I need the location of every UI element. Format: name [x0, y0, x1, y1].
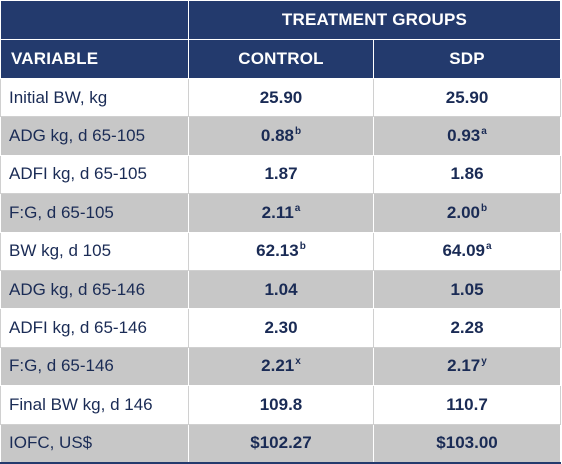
column-header-row: VARIABLE CONTROL SDP [0, 39, 562, 79]
sdp-significance-letter: y [481, 356, 487, 368]
variable-cell: F:G, d 65-105 [0, 193, 189, 233]
table-row: F:G, d 65-146 2.21x 2.17y [0, 346, 562, 387]
variable-cell: ADG kg, d 65-105 [0, 116, 189, 156]
sdp-value-cell: 0.93a [372, 116, 562, 156]
variable-cell: BW kg, d 105 [0, 231, 189, 271]
control-value: 62.13 [256, 241, 299, 261]
sdp-value-cell: 1.86 [372, 154, 562, 195]
table-row: Final BW kg, d 146 109.8 110.7 [0, 385, 562, 425]
table-row: ADFI kg, d 65-105 1.87 1.86 [0, 154, 562, 195]
sdp-value: 0.93 [447, 126, 481, 146]
control-value-cell: 1.04 [188, 269, 374, 310]
control-significance-letter: b [299, 241, 306, 253]
control-value: 0.88 [260, 126, 294, 146]
table-row: Initial BW, kg 25.90 25.90 [0, 77, 562, 118]
sdp-significance-letter: a [486, 241, 492, 253]
sdp-value-cell: 2.00b [372, 193, 562, 233]
variable-cell: Final BW kg, d 146 [0, 385, 189, 425]
sdp-value: 1.05 [450, 279, 484, 299]
control-value-cell: 1.87 [188, 154, 374, 195]
control-value-cell: 2.11a [188, 193, 374, 233]
sdp-value-cell: 2.17y [372, 346, 562, 387]
variable-cell: ADFI kg, d 65-146 [0, 308, 189, 348]
sdp-value-cell: 1.05 [372, 269, 562, 310]
sdp-value: $103.00 [436, 433, 498, 453]
control-significance-letter: a [294, 202, 301, 214]
sdp-significance-letter: b [481, 202, 488, 214]
table-header: TREATMENT GROUPS VARIABLE CONTROL SDP [0, 0, 562, 79]
control-significance-letter: x [295, 356, 301, 368]
variable-cell: IOFC, US$ [0, 423, 189, 464]
sdp-significance-letter: a [481, 126, 487, 138]
sdp-value: 2.00 [446, 202, 480, 222]
control-value: 25.90 [259, 87, 303, 107]
sdp-value-cell: $103.00 [372, 423, 562, 464]
control-value: 2.11 [261, 202, 294, 222]
control-value-cell: 25.90 [188, 77, 374, 118]
control-value: 1.04 [264, 279, 298, 299]
variable-cell: ADFI kg, d 65-105 [0, 154, 189, 195]
control-value: 109.8 [259, 394, 303, 414]
control-value: 2.30 [264, 318, 298, 338]
table-row: F:G, d 65-105 2.11a 2.00b [0, 193, 562, 233]
sdp-value-cell: 110.7 [372, 385, 562, 425]
control-column-header: CONTROL [188, 39, 374, 79]
table-body: Initial BW, kg 25.90 25.90 ADG kg, d 65-105… [0, 77, 562, 464]
control-value-cell: $102.27 [188, 423, 374, 464]
sdp-value: 1.86 [450, 164, 484, 184]
group-header-row: TREATMENT GROUPS [0, 0, 562, 40]
treatment-groups-header: TREATMENT GROUPS [187, 0, 562, 40]
sdp-value: 2.28 [450, 318, 484, 338]
sdp-value-cell: 64.09a [372, 231, 562, 271]
variable-cell: ADG kg, d 65-146 [0, 269, 189, 310]
control-value-cell: 2.21x [188, 346, 374, 387]
table-row: ADFI kg, d 65-146 2.30 2.28 [0, 308, 562, 348]
control-value-cell: 109.8 [188, 385, 374, 425]
sdp-column-header: SDP [372, 39, 562, 79]
control-value: 1.87 [264, 164, 298, 184]
sdp-value-cell: 25.90 [372, 77, 562, 118]
header-corner [0, 0, 189, 40]
table-row: ADG kg, d 65-105 0.88b 0.93a [0, 116, 562, 156]
table-row: ADG kg, d 65-146 1.04 1.05 [0, 269, 562, 310]
sdp-value: 64.09 [442, 241, 485, 261]
sdp-value: 110.7 [446, 394, 488, 414]
variable-column-header: VARIABLE [0, 39, 189, 79]
control-value-cell: 62.13b [188, 231, 374, 271]
variable-cell: F:G, d 65-146 [0, 346, 189, 387]
table-row: IOFC, US$ $102.27 $103.00 [0, 423, 562, 464]
control-value: 2.21 [261, 356, 295, 376]
control-significance-letter: b [294, 126, 302, 138]
sdp-value-cell: 2.28 [372, 308, 562, 348]
sdp-value: 25.90 [445, 87, 489, 107]
control-value: $102.27 [250, 433, 312, 453]
control-value-cell: 0.88b [188, 116, 374, 156]
table-row: BW kg, d 105 62.13b 64.09a [0, 231, 562, 271]
variable-cell: Initial BW, kg [0, 77, 189, 118]
control-value-cell: 2.30 [188, 308, 374, 348]
sdp-value: 2.17 [447, 356, 481, 376]
